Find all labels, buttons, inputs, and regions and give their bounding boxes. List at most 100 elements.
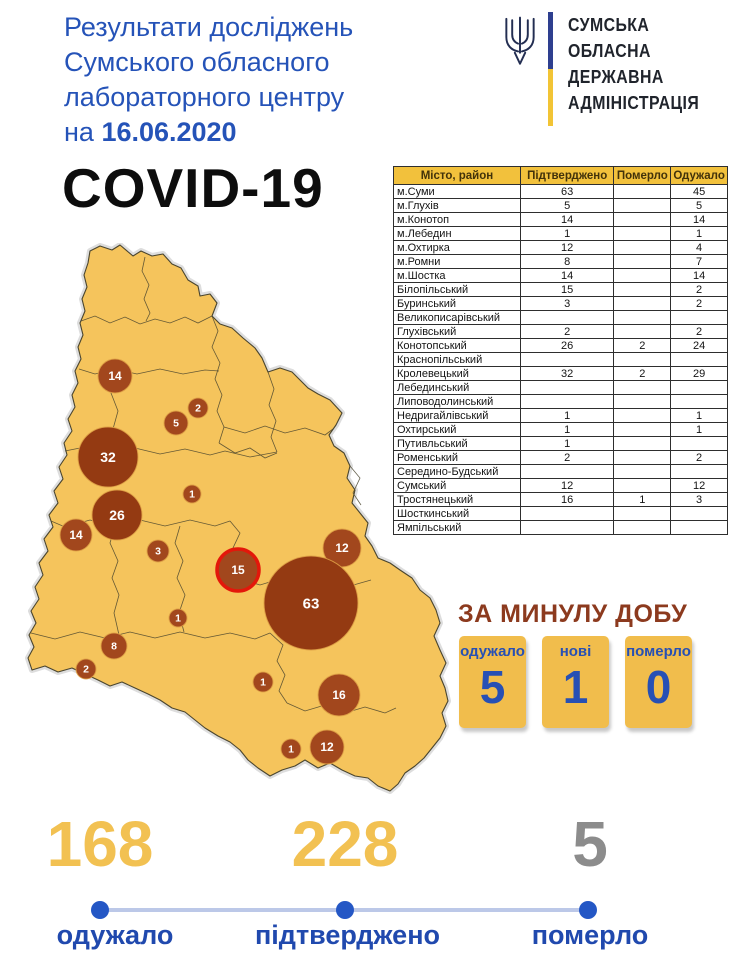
stat-value: 1 (670, 422, 728, 437)
total-recovered-value: 168 (46, 808, 154, 880)
date-prefix: на (64, 117, 102, 147)
table-row: м.Конотоп 14 14 (393, 212, 728, 227)
district-stats-table-wrap: Місто, район Підтверджено Померло Одужал… (393, 166, 728, 535)
stat-value (613, 478, 672, 493)
district-name: Кролевецький (393, 366, 521, 381)
stat-value: 1 (519, 226, 615, 241)
district-name: Охтирський (393, 422, 521, 437)
case-bubble-value: 26 (109, 507, 125, 523)
last-day-cards: одужало 5 нові 1 померло 0 (459, 636, 692, 728)
stat-value: 4 (670, 240, 728, 255)
case-bubble-value: 12 (320, 740, 334, 754)
table-row: Краснопільський (393, 352, 728, 367)
ukraine-trident-icon (505, 16, 535, 65)
card-recovered: одужало 5 (459, 636, 526, 728)
total-confirmed-label: підтверджено (255, 920, 440, 950)
stat-value: 2 (519, 450, 615, 465)
table-row: Середино-Будський (393, 464, 728, 479)
stat-value: 12 (670, 478, 728, 493)
table-row: Путивльський 1 (393, 436, 728, 451)
stat-value (519, 352, 615, 367)
district-name: Путивльський (393, 436, 521, 451)
organization-name: СУМСЬКА ОБЛАСНА ДЕРЖАВНА АДМІНІСТРАЦІЯ (568, 12, 699, 116)
district-name: Глухівський (393, 324, 521, 339)
stat-value: 1 (519, 422, 615, 437)
flag-yellow-half (548, 69, 553, 126)
stat-value (613, 352, 672, 367)
table-row: Ямпільський (393, 520, 728, 535)
case-bubble (322, 528, 362, 568)
oblast-outline (27, 244, 449, 792)
col-header-confirmed: Підтверджено (519, 166, 615, 185)
report-date: 16.06.2020 (101, 117, 237, 147)
card-label: померло (626, 643, 691, 660)
stat-value (613, 520, 672, 535)
stat-value (613, 282, 672, 297)
case-bubble-value: 1 (189, 489, 195, 501)
case-bubble (97, 358, 133, 394)
stat-value (670, 394, 728, 409)
case-bubble-value: 15 (231, 563, 245, 577)
card-died: померло 0 (625, 636, 692, 728)
totals-dot (336, 901, 354, 919)
stat-value: 2 (670, 324, 728, 339)
stat-value: 14 (670, 268, 728, 283)
stat-value (613, 394, 672, 409)
stat-value: 3 (519, 296, 615, 311)
stat-value: 14 (519, 212, 615, 227)
stat-value (613, 380, 672, 395)
case-bubble-value: 63 (303, 595, 320, 612)
stat-value (519, 310, 615, 325)
card-value: 5 (479, 661, 506, 713)
title-line: лабораторного центру (64, 82, 345, 112)
stat-value: 1 (670, 408, 728, 423)
stat-value (613, 212, 672, 227)
district-name: м.Глухів (393, 198, 521, 213)
case-bubble (317, 673, 361, 717)
stat-value: 16 (519, 492, 615, 507)
table-row: Охтирський 1 1 (393, 422, 728, 437)
table-header-row: Місто, район Підтверджено Померло Одужал… (393, 166, 728, 185)
district-name: Сумський (393, 478, 521, 493)
stat-value (519, 394, 615, 409)
case-bubble (91, 489, 143, 541)
card-new: нові 1 (542, 636, 609, 728)
stat-value: 15 (519, 282, 615, 297)
case-bubble (280, 738, 302, 760)
stat-value: 45 (670, 184, 728, 199)
case-bubble-value: 1 (175, 613, 181, 625)
col-header-recovered: Одужало (670, 166, 728, 185)
stat-value (670, 436, 728, 451)
title-line: Результати досліджень (64, 12, 354, 42)
case-bubble-value: 2 (195, 403, 201, 415)
case-bubble-value: 14 (69, 528, 83, 542)
case-bubble-value: 12 (335, 541, 349, 555)
stat-value (519, 520, 615, 535)
case-bubble-value: 5 (173, 418, 179, 430)
stat-value: 14 (670, 212, 728, 227)
stat-value: 14 (519, 268, 615, 283)
regional-administration-logo: СУМСЬКА ОБЛАСНА ДЕРЖАВНА АДМІНІСТРАЦІЯ (498, 12, 717, 126)
stat-value: 2 (613, 366, 672, 381)
flag-blue-half (548, 12, 553, 69)
case-bubble-value: 3 (155, 546, 161, 558)
case-bubble (163, 410, 189, 436)
page-title: Результати досліджень Сумського обласног… (64, 10, 484, 150)
sumy-region-map: 14 2 5 32 1 26 14 3 15 12 63 1 8 2 1 16 1 12 (25, 243, 451, 794)
stat-value: 24 (670, 338, 728, 353)
org-line: ОБЛАСНА (568, 41, 651, 61)
stat-value: 2 (670, 450, 728, 465)
district-name: Конотопський (393, 338, 521, 353)
total-confirmed-value: 228 (291, 808, 399, 880)
covid-heading: COVID-19 (62, 157, 324, 219)
case-bubble (100, 632, 128, 660)
stat-value (613, 184, 672, 199)
stat-value (670, 380, 728, 395)
case-bubble-value: 16 (332, 688, 346, 702)
stat-value (670, 464, 728, 479)
case-bubble (252, 671, 274, 693)
stat-value (613, 198, 672, 213)
card-value: 1 (562, 661, 589, 713)
stat-value: 12 (519, 478, 615, 493)
org-line: СУМСЬКА (568, 15, 650, 35)
